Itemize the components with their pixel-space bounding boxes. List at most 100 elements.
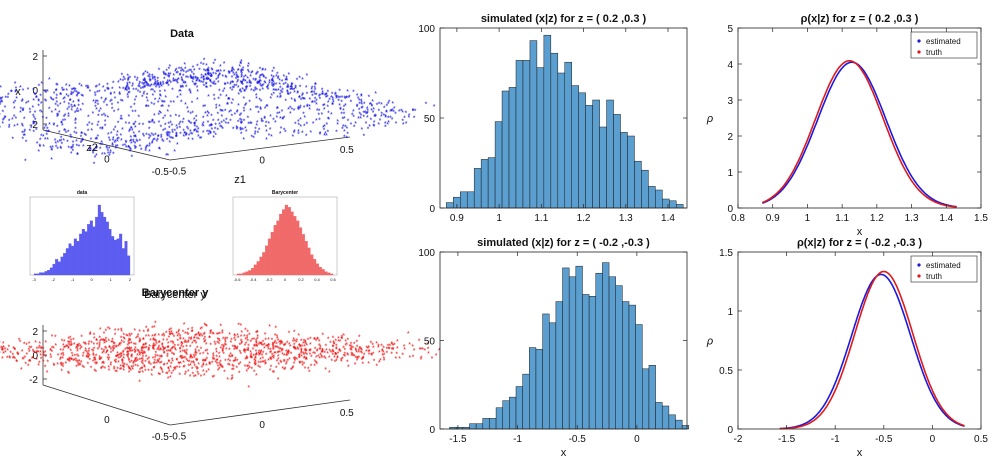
data-3d-point: * (208, 124, 211, 131)
data-3d-point: * (323, 127, 326, 134)
data-3d-point: * (95, 85, 98, 92)
hist-bottom-bar (542, 313, 550, 430)
bary-3d-point: * (54, 335, 57, 342)
data-3d-point: * (80, 84, 83, 91)
data-3d-point: * (175, 134, 178, 141)
data-3d-point: * (256, 80, 259, 87)
bary-3d-point: * (207, 368, 210, 375)
data-3d-point: * (367, 94, 370, 101)
data-3d-point: * (191, 77, 194, 84)
data-3d-point: * (143, 91, 146, 98)
data-3d-ztick-label: 0 (32, 86, 38, 97)
data-3d-z1-tick-label: 0.5 (340, 145, 354, 156)
data-3d-point: * (109, 149, 112, 156)
small-data-hist-bar (119, 233, 123, 276)
bary-3d-point: * (18, 338, 21, 345)
data-3d-point: * (235, 125, 238, 132)
bary-3d-point: * (148, 356, 151, 363)
data-3d-point: * (96, 146, 99, 153)
data-3d-point: * (126, 74, 129, 81)
data-3d-point: * (96, 124, 99, 131)
data-3d-point: * (78, 144, 81, 151)
data-3d-point: * (299, 85, 302, 92)
data-3d-point: * (202, 124, 205, 131)
data-3d-point: * (203, 58, 206, 65)
bary-3d-point: * (80, 345, 83, 352)
data-3d-point: * (184, 80, 187, 87)
data-3d-point: * (241, 81, 244, 88)
data-3d-point: * (59, 145, 62, 152)
data-3d-point: * (236, 126, 239, 133)
small-data-hist-bar (68, 243, 72, 276)
data-3d-point: * (263, 75, 266, 82)
data-3d-point: * (218, 122, 221, 129)
hist-top-bar (648, 186, 656, 209)
bary-3d-point: * (12, 356, 15, 363)
bary-3d-point: * (233, 337, 236, 344)
data-3d-point: * (242, 69, 245, 76)
data-3d-point: * (138, 81, 141, 88)
data-3d-point: * (57, 104, 60, 111)
data-3d-point: * (206, 110, 209, 117)
density-bottom-xtick-label: -2 (734, 434, 743, 445)
data-3d-point: * (164, 95, 167, 102)
data-3d-point: * (157, 113, 160, 120)
data-3d-point: * (323, 124, 326, 131)
data-3d-point: * (273, 83, 276, 90)
bary-3d-point: * (117, 360, 120, 367)
data-3d-point: * (55, 145, 58, 152)
data-3d-point: * (153, 90, 156, 97)
data-3d-point: * (70, 146, 73, 153)
bary-3d-point: * (38, 341, 41, 348)
data-3d-point: * (51, 148, 54, 155)
data-3d-point: * (217, 80, 220, 87)
hist-top-bar (487, 157, 496, 209)
small-data-hist-bar (108, 228, 112, 276)
bary-3d-point: * (151, 325, 154, 332)
data-3d-point: * (214, 82, 217, 89)
data-3d-point: * (254, 130, 257, 137)
data-3d-point: * (360, 113, 363, 120)
data-3d-point: * (14, 90, 17, 97)
data-3d-point: * (127, 86, 130, 93)
data-3d-point: * (252, 135, 255, 142)
small-data-hist-bar (95, 216, 99, 276)
data-3d-point: * (232, 85, 235, 92)
data-3d-point: * (380, 112, 383, 119)
data-3d-point: * (350, 122, 353, 129)
data-3d-point: * (255, 123, 258, 130)
data-3d-point: * (74, 127, 77, 134)
data-3d-point: * (33, 122, 36, 129)
data-3d-point: * (172, 79, 175, 86)
data-3d-point: * (46, 127, 49, 134)
data-3d-point: * (131, 84, 134, 91)
hist-bottom-bar (582, 294, 590, 430)
data-3d-point: * (128, 146, 131, 153)
data-3d-point: * (46, 137, 49, 144)
data-3d-point: * (297, 106, 300, 113)
data-3d-point: * (175, 67, 178, 74)
bary-3d-point: * (205, 324, 208, 331)
data-3d-point: * (245, 87, 248, 94)
hist-top-ytick-label: 50 (424, 114, 436, 125)
data-3d-point: * (256, 82, 259, 89)
data-3d-point: * (189, 91, 192, 98)
data-3d-point: * (56, 140, 59, 147)
data-3d-point: * (189, 90, 192, 97)
data-3d-point: * (207, 71, 210, 78)
small-data-hist-title: data (77, 190, 88, 196)
data-3d-point: * (136, 140, 139, 147)
data-3d-point: * (328, 97, 331, 104)
data-3d-point: * (288, 72, 291, 79)
bary-3d-point: * (78, 343, 81, 350)
bary-3d-ztick-label: 0 (32, 351, 38, 362)
bary-3d-point: * (137, 333, 140, 340)
data-3d-point: * (21, 130, 24, 137)
data-3d-point: * (228, 71, 231, 78)
data-3d-point: * (55, 93, 58, 100)
data-3d-point: * (178, 123, 181, 130)
bary-3d-point: * (362, 355, 365, 362)
data-3d-point: * (233, 73, 236, 80)
data-3d-point: * (214, 133, 217, 140)
data-3d-point: * (309, 130, 312, 137)
